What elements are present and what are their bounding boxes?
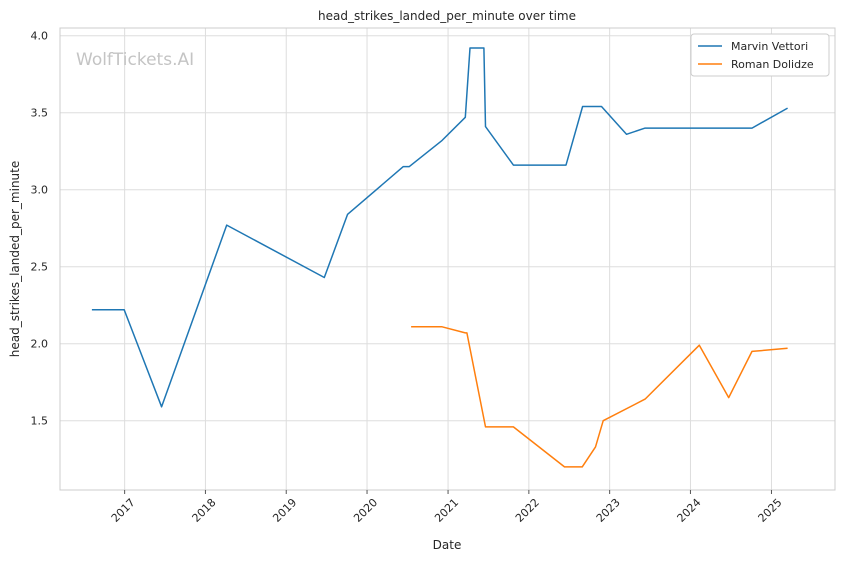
- y-tick-label: 3.5: [31, 107, 49, 120]
- y-tick-label: 3.0: [31, 184, 49, 197]
- chart-title: head_strikes_landed_per_minute over time: [318, 9, 576, 23]
- y-tick-label: 2.5: [31, 261, 49, 274]
- y-axis-title: head_strikes_landed_per_minute: [8, 161, 22, 358]
- series-line-1: [411, 326, 788, 468]
- legend: Marvin Vettori Roman Dolidze: [690, 33, 830, 77]
- grid: [60, 28, 835, 490]
- legend-label-dolidze: Roman Dolidze: [731, 58, 814, 71]
- y-tick-label: 1.5: [31, 415, 49, 428]
- y-axis-ticks: 1.5 2.0 2.5 3.0 3.5 4.0: [31, 30, 49, 428]
- legend-label-vettori: Marvin Vettori: [731, 40, 808, 53]
- series-lines: [91, 47, 788, 468]
- x-axis-title: Date: [433, 538, 462, 552]
- plot-frame: [59, 27, 836, 491]
- legend-box: [690, 33, 830, 77]
- y-tick-label: 2.0: [31, 338, 49, 351]
- y-tick-label: 4.0: [31, 30, 49, 43]
- watermark: WolfTickets.AI: [76, 50, 194, 70]
- series-line-0: [91, 47, 788, 408]
